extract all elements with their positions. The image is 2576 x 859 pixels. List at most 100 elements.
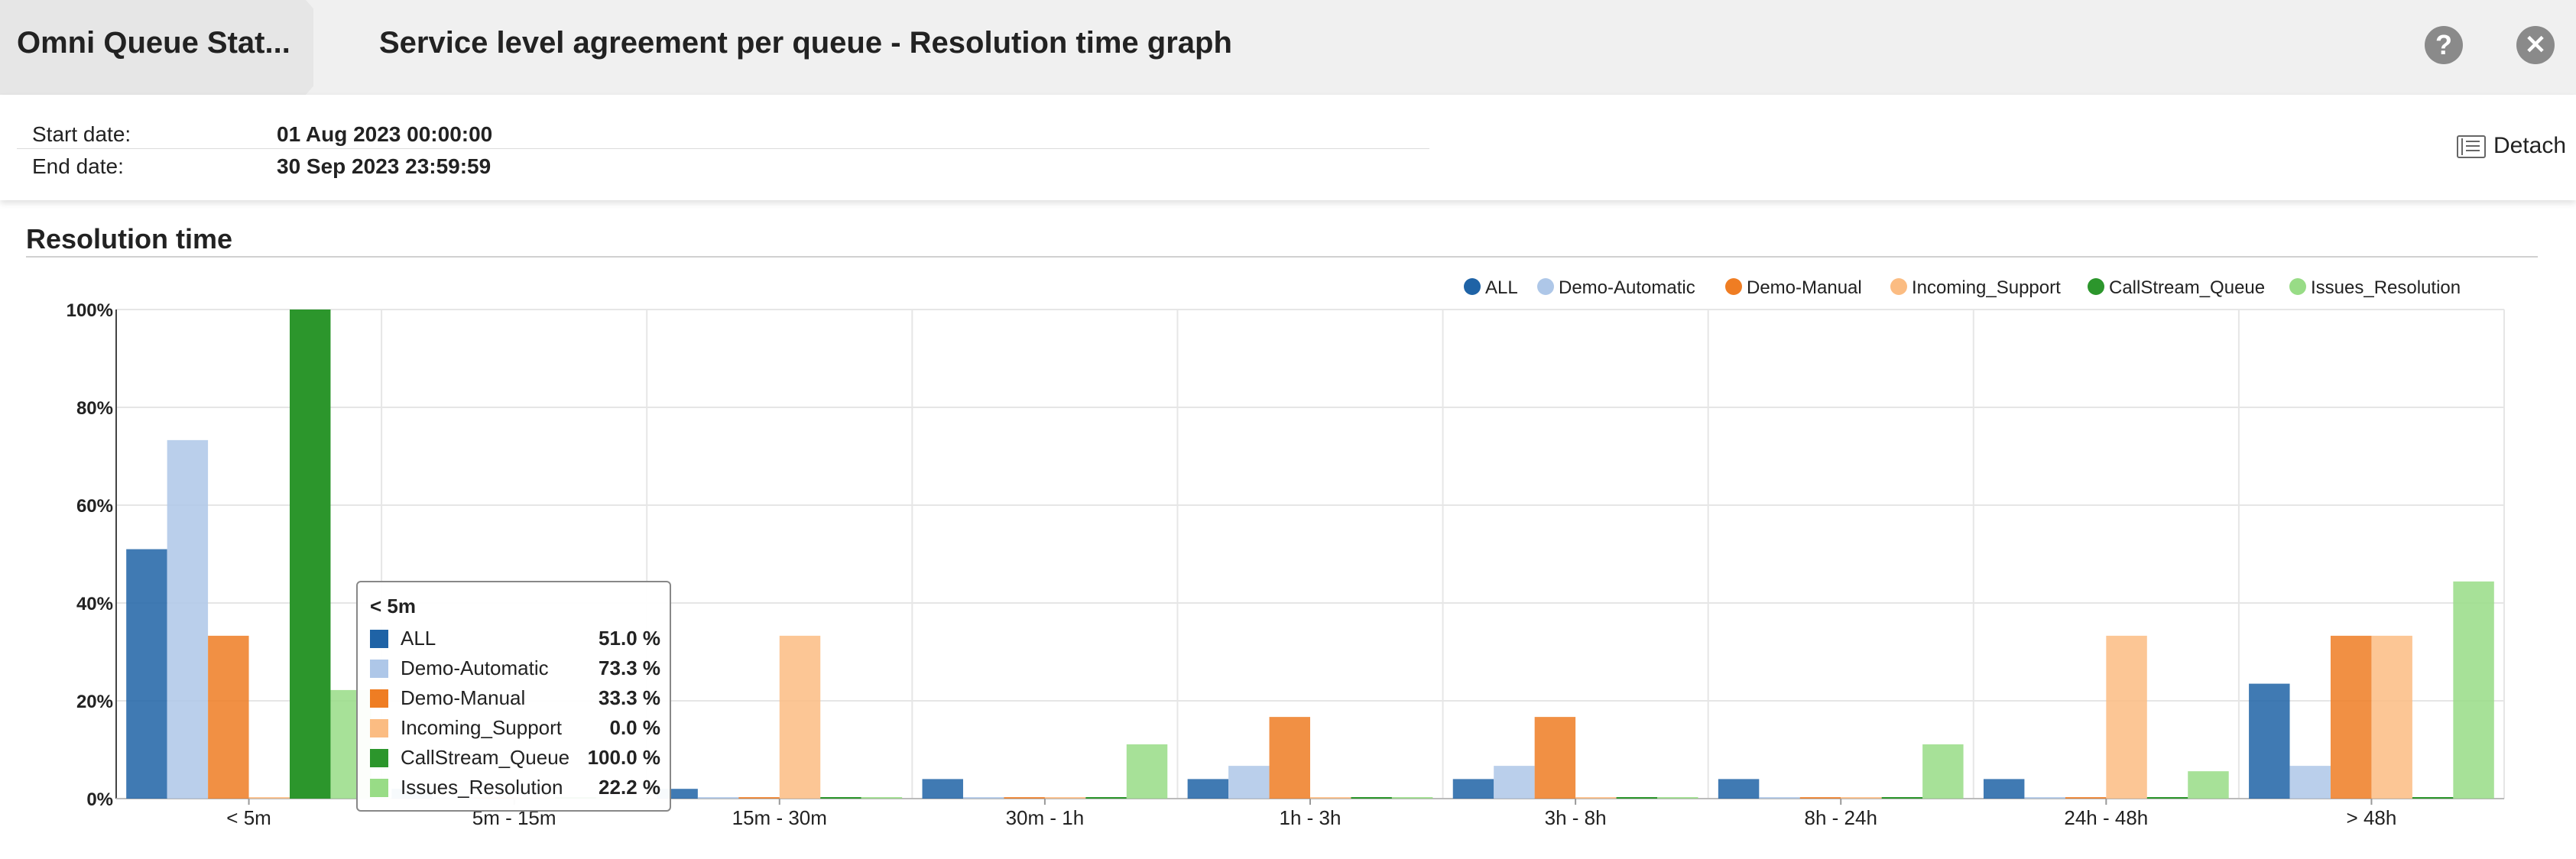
tooltip-swatch [370, 749, 388, 767]
list-window-icon [2457, 135, 2486, 159]
bar-demo-automatic [2024, 797, 2065, 799]
bar-demo-manual [2330, 635, 2372, 799]
tooltip-series-value: 51.0 % [599, 627, 660, 650]
tooltip-series-name: CallStream_Queue [401, 746, 570, 769]
breadcrumb-label[interactable]: Omni Queue Stat... [17, 26, 290, 60]
tooltip-series-value: 73.3 % [599, 656, 660, 679]
chart-tooltip: < 5m ALL 51.0 % Demo-Automatic 73.3 % Demo-M… [356, 581, 671, 812]
legend-marker [2088, 278, 2104, 295]
x-tick-label: 3h - 8h [1545, 806, 1607, 829]
bar-all [126, 549, 167, 799]
header-bar: Omni Queue Stat... Service level agreeme… [0, 0, 2576, 95]
bar-callstream-queue [820, 797, 861, 799]
start-date-row: Start date: 01 Aug 2023 00:00:00 [17, 118, 1429, 148]
section-divider [26, 256, 2538, 258]
bar-all [1718, 779, 1760, 799]
legend-marker [2289, 278, 2306, 295]
legend-item-label[interactable]: Incoming_Support [1912, 277, 2061, 298]
bar-demo-manual [1269, 717, 1310, 799]
bar-incoming-support [2371, 635, 2412, 799]
filter-divider [17, 148, 1429, 149]
legend-marker [1725, 278, 1742, 295]
bar-demo-manual [1799, 797, 1841, 799]
tooltip-swatch [370, 660, 388, 678]
bar-callstream-queue [1085, 797, 1127, 799]
detach-button[interactable]: Detach [2457, 133, 2566, 164]
bar-all [922, 779, 963, 799]
x-tick-label: < 5m [226, 806, 271, 829]
tooltip-series-value: 22.2 % [599, 776, 660, 799]
bar-demo-automatic [167, 439, 209, 799]
legend-item-label[interactable]: Demo-Automatic [1559, 277, 1695, 298]
tooltip-row: CallStream_Queue 100.0 % [370, 744, 660, 772]
tooltip-series-value: 0.0 % [609, 716, 661, 739]
bar-issues-resolution [861, 797, 903, 799]
tooltip-series-name: Issues_Resolution [401, 776, 563, 799]
y-tick-label: 0% [86, 789, 113, 810]
bar-callstream-queue [1616, 797, 1658, 799]
report-filters: Start date: 01 Aug 2023 00:00:00 End dat… [0, 95, 2576, 200]
bar-callstream-queue [2146, 797, 2188, 799]
tooltip-row: Incoming_Support 0.0 % [370, 715, 660, 742]
bar-demo-automatic [1228, 766, 1270, 799]
tooltip-swatch [370, 689, 388, 708]
bar-incoming-support [779, 635, 821, 799]
bar-demo-automatic [962, 797, 1004, 799]
bar-issues-resolution [1657, 797, 1698, 799]
bar-demo-manual [1534, 717, 1576, 799]
legend-item-label[interactable]: Demo-Manual [1747, 277, 1862, 298]
page-title: Service level agreement per queue - Reso… [379, 26, 1232, 60]
x-tick-label: 1h - 3h [1280, 806, 1342, 829]
bar-demo-manual [2065, 797, 2107, 799]
tooltip-series-value: 33.3 % [599, 686, 660, 709]
legend-item-label[interactable]: ALL [1485, 277, 1518, 298]
tooltip-swatch [370, 719, 388, 737]
question-icon[interactable]: ? [2425, 26, 2463, 64]
bar-demo-manual [208, 635, 249, 799]
legend-marker [1537, 278, 1554, 295]
x-tick-label: 15m - 30m [732, 806, 827, 829]
bar-incoming-support [1044, 797, 1086, 799]
bar-issues-resolution [2188, 771, 2229, 799]
bar-demo-automatic [1759, 797, 1800, 799]
bar-all [1983, 779, 2025, 799]
detach-label: Detach [2493, 133, 2567, 158]
tooltip-series-name: Demo-Manual [401, 686, 526, 709]
bar-issues-resolution [2453, 581, 2494, 799]
tooltip-row: ALL 51.0 % [370, 625, 660, 653]
end-date-label: End date: [32, 154, 124, 178]
bar-callstream-queue [290, 310, 331, 799]
breadcrumb[interactable] [0, 0, 313, 95]
start-date-label: Start date: [32, 122, 131, 146]
legend-item-label[interactable]: CallStream_Queue [2109, 277, 2265, 298]
x-tick-label: > 48h [2347, 806, 2397, 829]
bar-demo-automatic [1494, 766, 1535, 799]
tooltip-swatch [370, 630, 388, 648]
tooltip-title: < 5m [370, 595, 416, 618]
legend-marker [1890, 278, 1907, 295]
tooltip-series-name: Incoming_Support [401, 716, 563, 739]
bar-all [2249, 683, 2290, 799]
bar-all [1452, 779, 1494, 799]
bar-issues-resolution [1922, 744, 1964, 799]
tooltip-series-name: Demo-Automatic [401, 656, 549, 679]
tooltip-series-value: 100.0 % [587, 746, 660, 769]
y-tick-label: 20% [76, 692, 113, 712]
bar-all [1187, 779, 1229, 799]
bar-demo-automatic [2289, 766, 2331, 799]
bar-incoming-support [2106, 635, 2147, 799]
bar-demo-automatic [697, 797, 739, 799]
tooltip-swatch [370, 779, 388, 797]
bar-callstream-queue [1351, 797, 1392, 799]
close-icon[interactable]: ✕ [2516, 26, 2555, 64]
bar-callstream-queue [1881, 797, 1923, 799]
x-tick-label: 8h - 24h [1805, 806, 1877, 829]
bar-incoming-support [1841, 797, 1882, 799]
bar-incoming-support [248, 797, 290, 799]
tooltip-row: Demo-Automatic 73.3 % [370, 655, 660, 682]
legend-item-label[interactable]: Issues_Resolution [2311, 277, 2461, 298]
x-tick-label: 24h - 48h [2064, 806, 2148, 829]
bar-incoming-support [1310, 797, 1351, 799]
x-tick-label: 30m - 1h [1006, 806, 1085, 829]
bar-demo-manual [1004, 797, 1045, 799]
